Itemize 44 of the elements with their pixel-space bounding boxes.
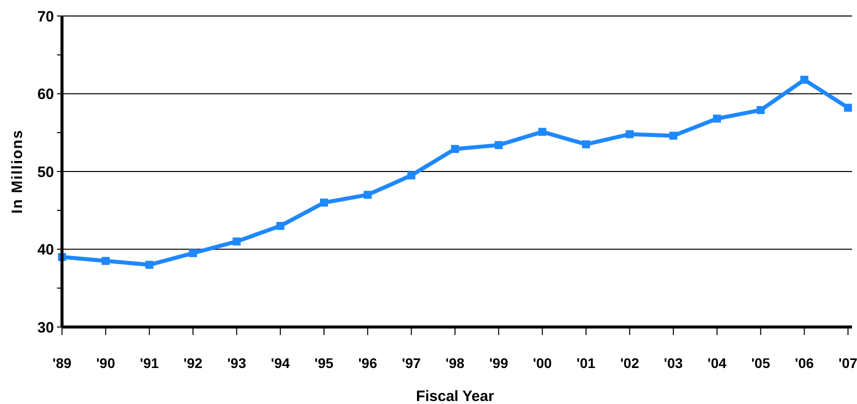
y-tick-label: 70 [37,8,54,26]
point [713,114,721,123]
point [451,144,459,153]
point [626,130,634,138]
point [276,222,284,230]
x-tick-label: '99 [489,355,508,371]
x-tick-label: '07 [838,355,857,371]
x-tick-label: '97 [402,355,421,371]
x-tick-label: '94 [270,355,290,371]
point [800,76,808,84]
point [538,128,546,136]
x-tick-label: '92 [184,355,203,371]
x-tick-label: '93 [227,355,246,371]
y-tick-label: 30 [37,319,54,336]
x-tick-label: '95 [314,355,334,371]
y-tick-label: 40 [37,242,54,258]
x-tick-label: '98 [446,355,465,371]
x-tick-label: '05 [751,355,770,371]
x-axis-title: Fiscal Year [416,388,494,404]
y-tick-label: 50 [37,164,54,181]
x-tick-label: '96 [358,355,378,371]
x-tick-label: '02 [620,355,640,371]
x-tick-label: '91 [140,355,159,371]
point [364,190,372,199]
point [102,256,110,265]
y-axis-title: In Millions [9,129,26,214]
point [407,171,416,180]
point [494,141,503,150]
point [844,104,852,112]
x-tick-label: '04 [708,355,727,371]
point [189,249,197,258]
point [582,140,590,148]
point [669,132,678,140]
point [145,260,154,269]
y-tick-label: 60 [37,86,54,103]
x-tick-label: '00 [532,355,552,371]
x-tick-label: '06 [794,355,814,371]
x-tick-label: '03 [664,355,683,371]
x-tick-label: '01 [576,355,596,371]
point [756,106,765,114]
x-tick-label: '90 [96,355,116,371]
x-tick-label: '89 [52,355,72,371]
point [320,198,328,207]
point [232,237,241,246]
